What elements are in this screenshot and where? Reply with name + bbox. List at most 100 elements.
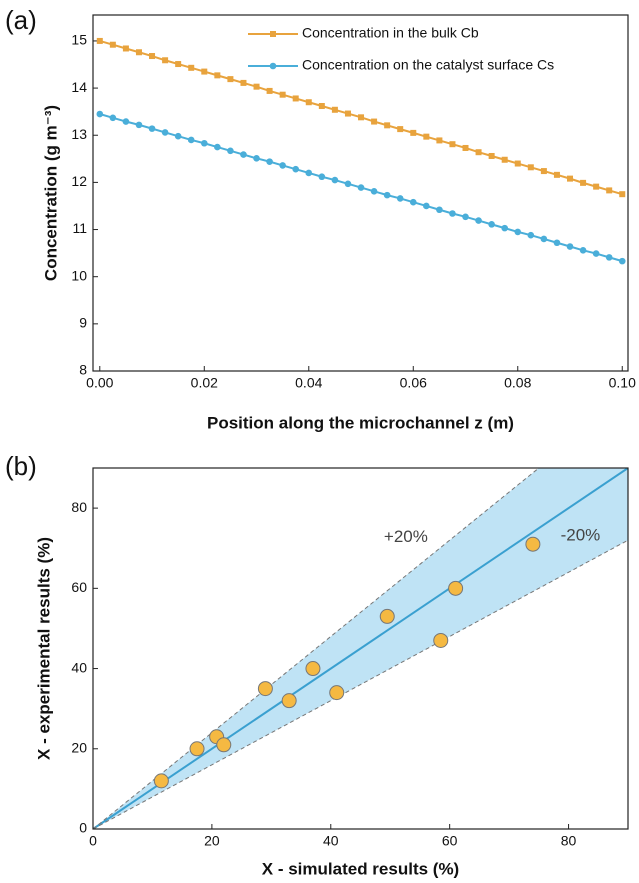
point [566,243,574,250]
reference-line [93,468,540,829]
point [475,217,482,224]
reference-label: +20% [384,527,428,546]
point [216,737,232,753]
x-tick-label: 20 [204,833,220,849]
panel-label: (a) [5,5,37,35]
y-tick-label: 11 [72,220,87,236]
point [201,68,208,75]
point [433,632,449,648]
x-tick-label: 0 [89,833,97,849]
panel-label: (b) [5,451,37,481]
x-tick-label: 40 [323,833,339,849]
legend-label: Concentration on the catalyst surface Cs [302,57,554,73]
point [488,221,495,228]
point [122,118,130,125]
point [96,37,103,44]
point [436,137,443,144]
point [240,79,247,86]
point [540,235,548,243]
point [462,144,469,151]
point [257,681,273,697]
point [148,125,156,132]
point [331,106,338,113]
point [397,126,404,133]
legend-label: Concentration in the bulk Cb [302,25,479,41]
point [253,83,260,90]
y-tick-label: 14 [71,79,87,95]
reference-label: -20% [561,525,601,544]
point [514,228,522,236]
point [329,685,345,701]
y-tick-label: 15 [71,32,87,48]
point [383,191,391,199]
legend-marker [270,31,276,37]
x-tick-label: 80 [561,833,577,849]
reference-line [93,539,628,829]
point [305,169,313,177]
point [527,164,534,171]
point [189,741,205,757]
x-tick-label: 0.04 [295,375,322,391]
point [449,141,456,148]
x-tick-label: 0.00 [86,375,113,391]
point [618,257,626,265]
point [344,180,352,188]
point [175,61,182,68]
point [227,76,234,83]
point [436,206,443,214]
point [240,151,247,158]
point [279,162,286,169]
y-tick-label: 60 [71,579,87,595]
point [331,176,339,184]
point [501,156,508,163]
point [423,133,430,140]
point [396,195,404,202]
y-tick-label: 40 [71,659,87,675]
point [188,64,195,71]
point [318,173,326,181]
point [135,121,143,129]
point [384,122,391,129]
point [540,168,547,175]
point [344,110,351,117]
point [266,158,273,165]
y-tick-label: 20 [71,739,87,755]
point [305,661,321,677]
point [553,171,560,178]
x-axis-title: X - simulated results (%) [262,859,459,878]
reference-line [93,468,628,829]
point [593,183,600,190]
point [525,536,541,552]
point [423,202,430,210]
point [449,210,456,217]
x-tick-label: 60 [442,833,458,849]
y-tick-label: 12 [71,173,87,189]
y-tick-label: 9 [79,315,87,331]
point [592,250,600,257]
point [579,246,587,254]
point [379,608,395,624]
point [266,87,273,94]
y-axis-title: X - experimental results (%) [34,537,53,760]
point [371,118,378,125]
point [292,165,300,173]
x-tick-label: 0.10 [609,375,636,391]
point [174,132,182,140]
point [162,57,169,64]
point [292,95,299,102]
point [253,155,260,162]
x-tick-label: 0.08 [504,375,531,391]
point [135,49,142,56]
point [109,114,117,122]
point [281,693,297,709]
point [149,53,156,60]
point [448,580,464,596]
point [619,191,626,198]
point [475,149,482,156]
point [553,239,561,247]
point [370,188,378,195]
point [527,231,535,239]
point [305,99,312,106]
point [214,72,221,79]
